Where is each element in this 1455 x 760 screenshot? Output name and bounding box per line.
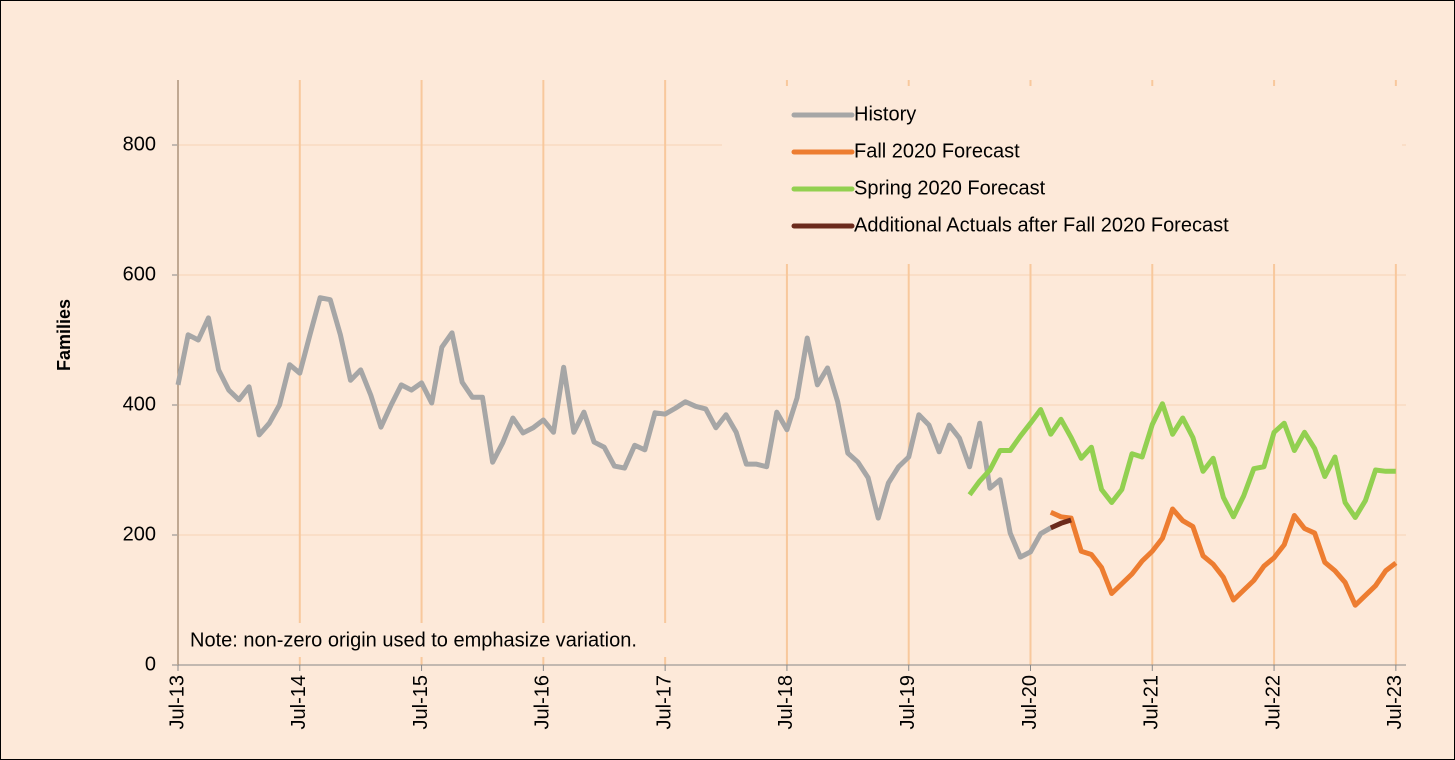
note: Note: non-zero origin used to emphasize … <box>190 629 637 651</box>
lines <box>175 295 1398 608</box>
legend-label: Additional Actuals after Fall 2020 Forec… <box>854 214 1229 236</box>
series-line <box>967 401 1396 520</box>
x-tick-label: Jul-16 <box>532 675 554 729</box>
y-tick-label: 800 <box>123 133 156 155</box>
x-tick-label: Jul-19 <box>897 675 919 729</box>
x-tick-label: Jul-22 <box>1262 675 1284 729</box>
y-tick-label: 0 <box>145 653 156 675</box>
y-axis-label: Families <box>54 299 74 371</box>
x-tick-label: Jul-13 <box>166 675 188 729</box>
legend-label: Spring 2020 Forecast <box>854 177 1046 199</box>
x-tick-label: Jul-20 <box>1019 675 1041 729</box>
overlay: History Fall 2020 Forecast Spring 2020 For… <box>182 86 1402 657</box>
y-tick-label: 200 <box>123 523 156 545</box>
note-box <box>182 623 747 657</box>
series-line <box>175 295 1053 560</box>
x-tick-label: Jul-14 <box>288 675 310 729</box>
legend-label: History <box>854 103 916 125</box>
x-tick-label: Jul-18 <box>775 675 797 729</box>
y-tick-label: 400 <box>123 393 156 415</box>
y-tick-label: 600 <box>123 263 156 285</box>
x-tick-label: Jul-15 <box>410 675 432 729</box>
legend-label: Fall 2020 Forecast <box>854 140 1020 162</box>
x-tick-label: Jul-17 <box>653 675 675 729</box>
x-tick-label: Jul-21 <box>1141 675 1163 729</box>
x-tick-label: Jul-23 <box>1384 675 1406 729</box>
series-line <box>1049 517 1072 531</box>
series-line <box>1049 506 1398 608</box>
